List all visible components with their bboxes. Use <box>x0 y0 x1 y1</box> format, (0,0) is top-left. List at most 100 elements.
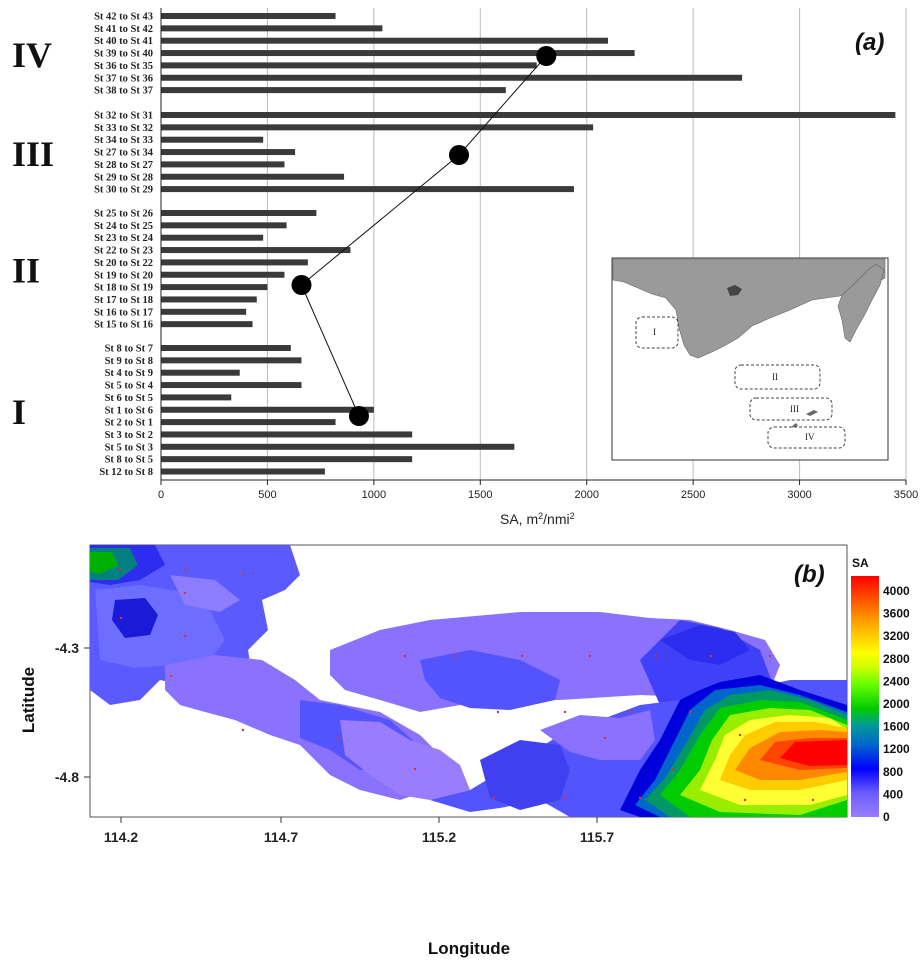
station-dot <box>768 654 772 658</box>
bar <box>161 259 308 266</box>
bar <box>161 112 896 118</box>
colorbar-tick-label: 3200 <box>883 629 910 643</box>
category-label: St 36 to St 35 <box>94 61 153 72</box>
x-tick-label-b: 114.2 <box>104 829 138 845</box>
colorbar-tick-label: 1600 <box>883 720 910 734</box>
group-label: IV <box>12 35 52 75</box>
bar <box>161 136 264 143</box>
x-tick-labels-b: 114.2 114.7 115.2 115.7 <box>104 817 614 845</box>
colorbar-tick-label: 0 <box>883 810 890 824</box>
category-label: St 24 to St 25 <box>94 221 153 232</box>
category-label: St 15 to St 16 <box>94 320 153 331</box>
category-label: St 23 to St 24 <box>94 233 154 244</box>
category-label: St 5 to St 4 <box>105 381 154 392</box>
y-tick-labels-b: -4.3 -4.8 <box>55 640 90 785</box>
category-label: St 16 to St 17 <box>94 307 153 318</box>
group-label: I <box>12 392 26 432</box>
x-axis-label-b: Longitude <box>428 939 510 958</box>
colorbar-tick-label: 4000 <box>883 584 910 598</box>
colorbar-tick-label: 2800 <box>883 652 910 666</box>
category-label: St 38 to St 37 <box>94 86 153 97</box>
colorbar-tick-label: 3600 <box>883 607 910 621</box>
bar <box>161 308 247 315</box>
x-tick-label: 3500 <box>894 489 918 501</box>
mean-marker <box>449 145 469 165</box>
bar <box>161 186 574 193</box>
category-label: St 39 to St 40 <box>94 49 153 60</box>
category-label: St 22 to St 23 <box>94 246 153 257</box>
category-label: St 40 to St 41 <box>94 36 153 47</box>
inset-lake <box>727 285 742 296</box>
x-tick-label: 1000 <box>362 489 386 501</box>
bar <box>161 173 345 180</box>
category-label: St 28 to St 27 <box>94 160 153 171</box>
bar <box>161 13 336 19</box>
station-dot <box>241 571 245 575</box>
station-dot <box>654 654 658 658</box>
bar <box>161 210 317 216</box>
station-dot <box>670 767 674 771</box>
group-mean-line <box>291 46 557 426</box>
category-label: St 32 to St 31 <box>94 111 153 122</box>
contour-ne-deeper <box>660 625 750 665</box>
contour-nw-dark <box>112 598 158 638</box>
station-dot <box>455 654 459 658</box>
station-dot <box>183 634 187 638</box>
category-label: St 42 to St 43 <box>94 12 153 23</box>
station-dot <box>563 710 567 714</box>
category-label: St 27 to St 34 <box>94 148 154 159</box>
mean-connector <box>300 55 547 417</box>
category-label: St 12 to St 8 <box>99 467 153 478</box>
colorbar-tick-label: 800 <box>883 765 903 779</box>
x-tick-label-b: 115.7 <box>580 829 614 845</box>
station-dot <box>403 654 407 658</box>
station-dot <box>743 798 747 802</box>
category-label: St 4 to St 9 <box>105 368 153 379</box>
category-label: St 20 to St 22 <box>94 258 153 269</box>
contour-se-darkblue <box>480 740 570 810</box>
bar <box>161 357 302 364</box>
inset-land-island <box>837 263 885 343</box>
colorbar-gradient <box>851 576 879 817</box>
bar <box>161 345 291 351</box>
inset-region-III <box>749 397 833 421</box>
inset-islet-2 <box>790 423 798 428</box>
bar <box>161 394 232 401</box>
mean-marker <box>536 46 557 66</box>
bar <box>161 234 264 241</box>
x-tick-label: 500 <box>258 489 276 501</box>
category-label: St 34 to St 33 <box>94 135 153 146</box>
station-dot <box>811 798 815 802</box>
station-dot <box>119 616 123 620</box>
bar <box>161 419 336 426</box>
category-label: St 8 to St 5 <box>105 455 153 466</box>
bar-series <box>161 13 896 475</box>
bar <box>161 161 285 168</box>
category-label: St 19 to St 20 <box>94 270 153 281</box>
contour-se-red <box>780 740 847 766</box>
station-dot <box>638 796 642 800</box>
station-dot <box>688 710 692 714</box>
category-label: St 25 to St 26 <box>94 209 153 220</box>
inset-label-III: III <box>790 404 799 414</box>
x-tick-label: 0 <box>158 489 164 501</box>
bar <box>161 382 302 389</box>
station-dot <box>709 654 713 658</box>
category-label: St 29 to St 28 <box>94 172 153 183</box>
inset-region-IV <box>767 426 846 449</box>
y-tick-label-b: -4.8 <box>55 769 79 785</box>
bar <box>161 25 383 32</box>
contour-se-lilac <box>540 710 655 760</box>
station-dot <box>169 674 173 678</box>
station-dot <box>119 567 123 571</box>
inset-label-I: I <box>653 327 656 337</box>
station-dot <box>184 567 188 571</box>
inset-region-II <box>734 364 821 390</box>
bar <box>161 124 594 131</box>
bar <box>161 443 515 450</box>
heatmap-panel-b: (b) 114.2 114.7 115.2 115.7 -4.3 -4.8 Longit… <box>19 544 910 958</box>
category-label: St 17 to St 18 <box>94 295 153 306</box>
